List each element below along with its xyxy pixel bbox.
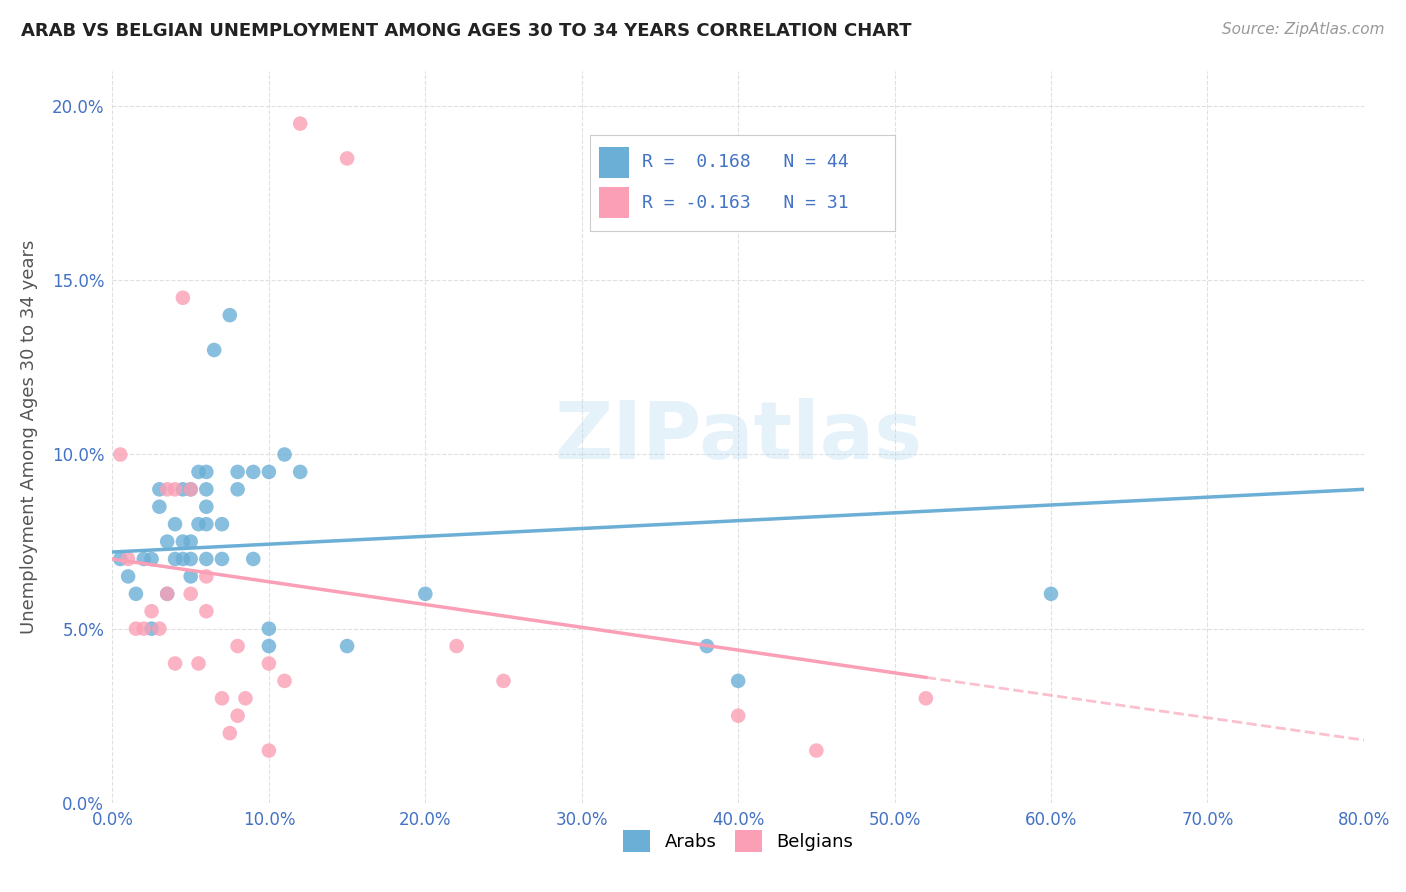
Point [187, 657, 209, 671]
Point [273, 448, 295, 462]
Text: Source: ZipAtlas.com: Source: ZipAtlas.com [1222, 22, 1385, 37]
Point [195, 483, 218, 497]
Point [156, 587, 179, 601]
Point [257, 622, 280, 636]
Point [211, 517, 233, 532]
Point [141, 604, 163, 618]
Point [156, 483, 179, 497]
Point [180, 569, 202, 583]
Point [195, 465, 218, 479]
Point [125, 622, 148, 636]
Point [226, 465, 249, 479]
Point [180, 552, 202, 566]
Point [117, 569, 139, 583]
Text: R =  0.168   N = 44: R = 0.168 N = 44 [641, 153, 848, 171]
Point [187, 465, 209, 479]
Point [156, 587, 179, 601]
Text: ARAB VS BELGIAN UNEMPLOYMENT AMONG AGES 30 TO 34 YEARS CORRELATION CHART: ARAB VS BELGIAN UNEMPLOYMENT AMONG AGES … [21, 22, 911, 40]
Point [117, 552, 139, 566]
Point [242, 465, 264, 479]
Point [257, 639, 280, 653]
Point [218, 726, 240, 740]
Point [110, 448, 132, 462]
Point [141, 622, 163, 636]
Point [180, 534, 202, 549]
Legend: Arabs, Belgians: Arabs, Belgians [623, 830, 853, 852]
Point [915, 691, 938, 706]
Y-axis label: Unemployment Among Ages 30 to 34 years: Unemployment Among Ages 30 to 34 years [20, 240, 38, 634]
Point [492, 673, 515, 688]
Point [211, 691, 233, 706]
Point [163, 657, 186, 671]
Point [696, 639, 718, 653]
Point [226, 483, 249, 497]
Point [1039, 587, 1063, 601]
Point [148, 483, 170, 497]
Point [257, 657, 280, 671]
Point [180, 483, 202, 497]
Point [273, 673, 295, 688]
Point [202, 343, 225, 357]
Point [257, 743, 280, 757]
Point [211, 552, 233, 566]
Point [242, 552, 264, 566]
Point [195, 604, 218, 618]
Point [336, 639, 359, 653]
Point [446, 639, 468, 653]
Point [172, 291, 194, 305]
Point [180, 587, 202, 601]
Point [226, 639, 249, 653]
Point [413, 587, 436, 601]
Point [257, 465, 280, 479]
Point [187, 517, 209, 532]
Point [163, 483, 186, 497]
Text: ZIPatlas: ZIPatlas [554, 398, 922, 476]
Point [172, 534, 194, 549]
Point [218, 308, 240, 322]
Point [172, 483, 194, 497]
Point [172, 552, 194, 566]
Point [163, 552, 186, 566]
Point [806, 743, 828, 757]
Point [125, 587, 148, 601]
Point [156, 534, 179, 549]
Point [195, 569, 218, 583]
Point [336, 152, 359, 166]
Point [195, 517, 218, 532]
Point [110, 552, 132, 566]
Point [235, 691, 257, 706]
Point [180, 483, 202, 497]
Point [148, 622, 170, 636]
Point [132, 552, 155, 566]
Bar [599, 147, 630, 178]
Point [141, 552, 163, 566]
Point [290, 465, 312, 479]
Bar [599, 187, 630, 219]
Point [727, 708, 749, 723]
Point [163, 517, 186, 532]
Point [226, 708, 249, 723]
Point [195, 552, 218, 566]
Point [195, 500, 218, 514]
Point [148, 500, 170, 514]
Point [727, 673, 749, 688]
Point [290, 117, 312, 131]
Text: R = -0.163   N = 31: R = -0.163 N = 31 [641, 194, 848, 211]
Point [132, 622, 155, 636]
